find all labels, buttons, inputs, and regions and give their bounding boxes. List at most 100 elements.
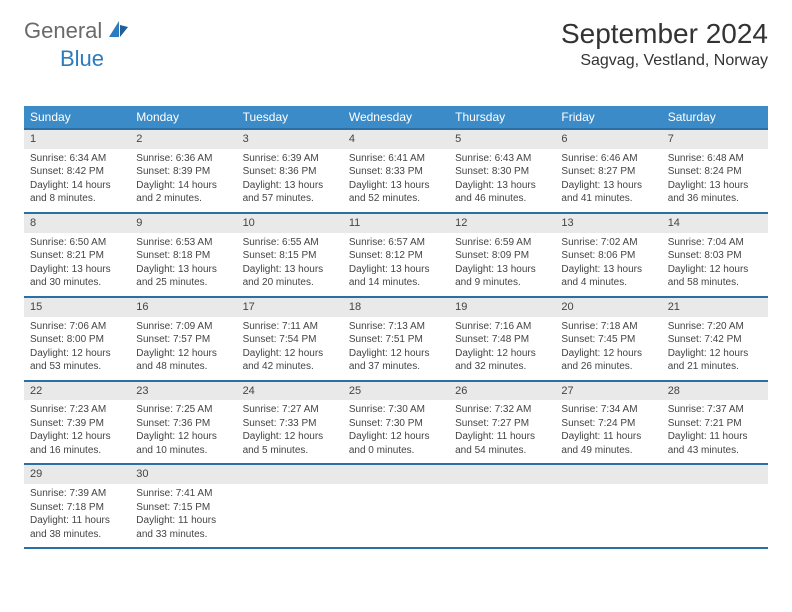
daylight-text: Daylight: 12 hours and 21 minutes. xyxy=(668,347,762,374)
day-number xyxy=(555,464,661,484)
day-content-row: Sunrise: 6:34 AMSunset: 8:42 PM Daylight:… xyxy=(24,149,768,213)
day-number: 8 xyxy=(24,213,130,233)
header: General September 2024 Sagvag, Vestland,… xyxy=(24,18,768,70)
sunrise-text: Sunrise: 7:23 AM xyxy=(30,403,124,417)
daylight-text: Daylight: 13 hours and 20 minutes. xyxy=(243,263,337,290)
sunset-text: Sunset: 7:42 PM xyxy=(668,333,762,347)
daylight-text: Daylight: 11 hours and 54 minutes. xyxy=(455,430,549,457)
day-cell: Sunrise: 7:27 AMSunset: 7:33 PMDaylight:… xyxy=(237,400,343,464)
sunrise-text: Sunrise: 6:46 AM xyxy=(561,152,655,166)
day-number: 6 xyxy=(555,129,661,149)
sunrise-text: Sunrise: 7:32 AM xyxy=(455,403,549,417)
sunset-text: Sunset: 7:48 PM xyxy=(455,333,549,347)
sunset-text: Sunset: 8:03 PM xyxy=(668,249,762,263)
sunset-text: Sunset: 7:45 PM xyxy=(561,333,655,347)
day-number: 29 xyxy=(24,464,130,484)
day-cell: Sunrise: 7:34 AMSunset: 7:24 PMDaylight:… xyxy=(555,400,661,464)
daylight-text: Daylight: 13 hours and 36 minutes. xyxy=(668,179,762,206)
day-content-row: Sunrise: 7:06 AMSunset: 8:00 PMDaylight:… xyxy=(24,317,768,381)
sunrise-text: Sunrise: 7:13 AM xyxy=(349,320,443,334)
day-number: 12 xyxy=(449,213,555,233)
sunrise-text: Sunrise: 6:50 AM xyxy=(30,236,124,250)
day-content-row: Sunrise: 7:39 AMSunset: 7:18 PMDaylight:… xyxy=(24,484,768,548)
sunrise-text: Sunrise: 7:18 AM xyxy=(561,320,655,334)
sunrise-text: Sunrise: 6:55 AM xyxy=(243,236,337,250)
day-number: 18 xyxy=(343,297,449,317)
day-number-row: 1234567 xyxy=(24,129,768,149)
sunrise-text: Sunrise: 6:48 AM xyxy=(668,152,762,166)
day-number: 25 xyxy=(343,381,449,401)
day-cell: Sunrise: 7:16 AMSunset: 7:48 PMDaylight:… xyxy=(449,317,555,381)
day-content-row: Sunrise: 7:23 AMSunset: 7:39 PM Daylight:… xyxy=(24,400,768,464)
daylight-text: Daylight: 13 hours and 9 minutes. xyxy=(455,263,549,290)
daylight-text: Daylight: 12 hours and 5 minutes. xyxy=(243,430,337,457)
day-cell: Sunrise: 6:39 AMSunset: 8:36 PMDaylight:… xyxy=(237,149,343,213)
sunset-text: Sunset: 8:42 PM xyxy=(30,165,124,179)
sunrise-text: Sunrise: 7:04 AM xyxy=(668,236,762,250)
sunrise-text: Sunrise: 6:59 AM xyxy=(455,236,549,250)
sunset-text: Sunset: 8:36 PM xyxy=(243,165,337,179)
day-cell xyxy=(343,484,449,548)
daylight-text: Daylight: 12 hours and 48 minutes. xyxy=(136,347,230,374)
sunset-text: Sunset: 8:18 PM xyxy=(136,249,230,263)
day-cell: Sunrise: 6:43 AMSunset: 8:30 PMDaylight:… xyxy=(449,149,555,213)
day-number: 1 xyxy=(24,129,130,149)
day-cell: Sunrise: 7:20 AMSunset: 7:42 PMDaylight:… xyxy=(662,317,768,381)
sunset-text: Sunset: 7:39 PM xyxy=(30,417,124,431)
daylight-text: Daylight: 13 hours and 4 minutes. xyxy=(561,263,655,290)
sunset-text: Sunset: 7:57 PM xyxy=(136,333,230,347)
sunset-text: Sunset: 8:15 PM xyxy=(243,249,337,263)
day-cell: Sunrise: 7:39 AMSunset: 7:18 PMDaylight:… xyxy=(24,484,130,548)
day-number: 15 xyxy=(24,297,130,317)
sunset-text: Sunset: 8:06 PM xyxy=(561,249,655,263)
day-number: 17 xyxy=(237,297,343,317)
day-number: 11 xyxy=(343,213,449,233)
daylight-text: Daylight: 13 hours and 25 minutes. xyxy=(136,263,230,290)
sunrise-text: Sunrise: 6:41 AM xyxy=(349,152,443,166)
day-cell xyxy=(449,484,555,548)
sunset-text: Sunset: 7:27 PM xyxy=(455,417,549,431)
weekday-header: Friday xyxy=(555,106,661,129)
sunrise-text: Sunrise: 7:20 AM xyxy=(668,320,762,334)
sunrise-text: Sunrise: 7:30 AM xyxy=(349,403,443,417)
day-number: 13 xyxy=(555,213,661,233)
day-cell: Sunrise: 7:02 AMSunset: 8:06 PMDaylight:… xyxy=(555,233,661,297)
day-number: 24 xyxy=(237,381,343,401)
daylight-text: Daylight: 12 hours and 37 minutes. xyxy=(349,347,443,374)
daylight-text: Daylight: 13 hours and 30 minutes. xyxy=(30,263,124,290)
sunrise-text: Sunrise: 7:02 AM xyxy=(561,236,655,250)
day-cell: Sunrise: 6:53 AMSunset: 8:18 PMDaylight:… xyxy=(130,233,236,297)
day-number: 22 xyxy=(24,381,130,401)
weekday-header: Wednesday xyxy=(343,106,449,129)
sunrise-text: Sunrise: 7:25 AM xyxy=(136,403,230,417)
daylight-text: Daylight: 11 hours and 33 minutes. xyxy=(136,514,230,541)
sunrise-text: Sunrise: 6:34 AM xyxy=(30,152,124,166)
weekday-header-row: Sunday Monday Tuesday Wednesday Thursday… xyxy=(24,106,768,129)
day-cell: Sunrise: 7:41 AMSunset: 7:15 PMDaylight:… xyxy=(130,484,236,548)
day-number: 19 xyxy=(449,297,555,317)
daylight-text: Daylight: 13 hours and 57 minutes. xyxy=(243,179,337,206)
sunset-text: Sunset: 7:30 PM xyxy=(349,417,443,431)
day-number: 3 xyxy=(237,129,343,149)
weekday-header: Tuesday xyxy=(237,106,343,129)
day-number: 7 xyxy=(662,129,768,149)
weekday-header: Saturday xyxy=(662,106,768,129)
day-cell: Sunrise: 7:09 AMSunset: 7:57 PMDaylight:… xyxy=(130,317,236,381)
sunset-text: Sunset: 7:18 PM xyxy=(30,501,124,515)
day-number: 16 xyxy=(130,297,236,317)
daylight-text: Daylight: 12 hours and 26 minutes. xyxy=(561,347,655,374)
daylight-text: Daylight: 13 hours and 14 minutes. xyxy=(349,263,443,290)
daylight-text: Daylight: 12 hours and 53 minutes. xyxy=(30,347,124,374)
sunset-text: Sunset: 8:24 PM xyxy=(668,165,762,179)
sunset-text: Sunset: 7:54 PM xyxy=(243,333,337,347)
day-number: 9 xyxy=(130,213,236,233)
day-number-row: 22232425262728 xyxy=(24,381,768,401)
daylight-text: Daylight: 11 hours and 49 minutes. xyxy=(561,430,655,457)
day-cell: Sunrise: 6:34 AMSunset: 8:42 PMDaylight:… xyxy=(24,149,130,213)
day-number-row: 15161718192021 xyxy=(24,297,768,317)
daylight-text: Daylight: 11 hours and 38 minutes. xyxy=(30,514,124,541)
sunset-text: Sunset: 8:30 PM xyxy=(455,165,549,179)
day-number: 2 xyxy=(130,129,236,149)
sunrise-text: Sunrise: 6:57 AM xyxy=(349,236,443,250)
sunrise-text: Sunrise: 7:11 AM xyxy=(243,320,337,334)
